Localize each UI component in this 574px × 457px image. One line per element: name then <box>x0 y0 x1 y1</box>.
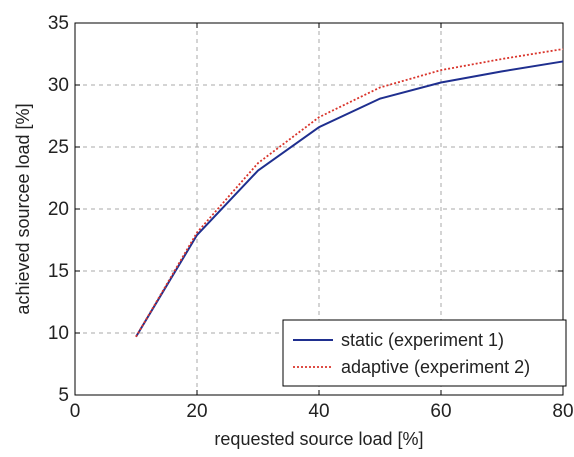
x-axis-label: requested source load [%] <box>214 429 423 449</box>
x-tick-label: 80 <box>552 401 573 422</box>
x-tick-label: 60 <box>430 401 451 422</box>
legend-box <box>282 319 567 387</box>
x-tick-label: 40 <box>308 401 329 422</box>
series-layer <box>135 48 564 338</box>
y-tick-label: 35 <box>48 13 69 34</box>
series-line-0 <box>135 60 564 338</box>
series-line-1 <box>135 48 564 338</box>
legend-label-adaptive: adaptive (experiment 2) <box>341 357 530 377</box>
legend: static (experiment 1) adaptive (experime… <box>282 319 567 387</box>
y-tick-label: 15 <box>48 261 69 282</box>
x-tick-label: 0 <box>70 401 81 422</box>
y-tick-label: 25 <box>48 137 69 158</box>
y-tick-label: 10 <box>48 323 69 344</box>
x-tick-label: 20 <box>186 401 207 422</box>
y-tick-label: 5 <box>58 385 69 406</box>
legend-label-static: static (experiment 1) <box>341 330 504 350</box>
grid <box>75 23 563 395</box>
tick-layer: 0 20 40 60 80 5 10 15 20 25 30 35 <box>48 13 574 422</box>
y-tick-label: 30 <box>48 75 69 96</box>
y-tick-label: 20 <box>48 199 69 220</box>
y-axis-label: achieved sourcee load [%] <box>13 103 33 314</box>
